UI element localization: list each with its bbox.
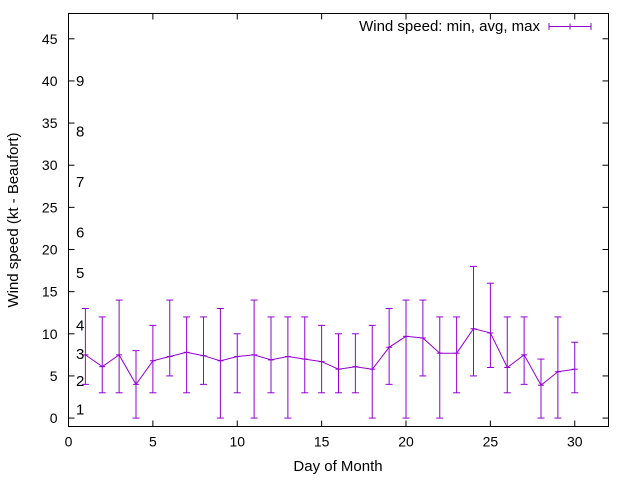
y-tick-label: 30: [42, 157, 58, 173]
y-tick-label: 25: [42, 199, 58, 215]
beaufort-label: 1: [76, 402, 84, 419]
beaufort-label: 6: [76, 225, 84, 242]
x-tick-label: 0: [65, 434, 73, 450]
y-tick-label: 10: [42, 326, 58, 342]
y-tick-label: 0: [50, 410, 58, 426]
y-tick-label: 45: [42, 31, 58, 47]
y-tick-label: 40: [42, 73, 58, 89]
series-avg-line: [85, 328, 575, 386]
beaufort-label: 4: [76, 317, 84, 334]
x-tick-label: 10: [229, 434, 245, 450]
y-tick-label: 15: [42, 284, 58, 300]
legend-series-sample: [548, 23, 592, 30]
beaufort-label: 8: [76, 124, 84, 141]
x-tick-label: 5: [149, 434, 157, 450]
y-tick-label: 20: [42, 242, 58, 258]
x-tick-label: 30: [567, 434, 583, 450]
legend-series-label: Wind speed: min, avg, max: [359, 18, 540, 35]
x-tick-label: 20: [398, 434, 414, 450]
y-tick-label: 5: [50, 368, 58, 384]
beaufort-annotations: 1 2 3 4 5 6 7 8 9: [76, 73, 84, 419]
beaufort-label: 5: [76, 265, 84, 282]
legend: Wind speed: min, avg, max: [359, 18, 592, 35]
y-tick-label: 35: [42, 115, 58, 131]
beaufort-label: 7: [76, 174, 84, 191]
x-axis-label: Day of Month: [293, 458, 382, 475]
beaufort-label: 3: [76, 346, 84, 363]
y-axis-label: Wind speed (kt - Beaufort): [5, 132, 22, 307]
beaufort-label: 9: [76, 73, 84, 90]
x-tick-label: 15: [314, 434, 330, 450]
plot-frame: [68, 13, 609, 427]
x-tick-label: 25: [483, 434, 499, 450]
plot-marks: [81, 265, 579, 419]
beaufort-label: 2: [76, 373, 84, 390]
